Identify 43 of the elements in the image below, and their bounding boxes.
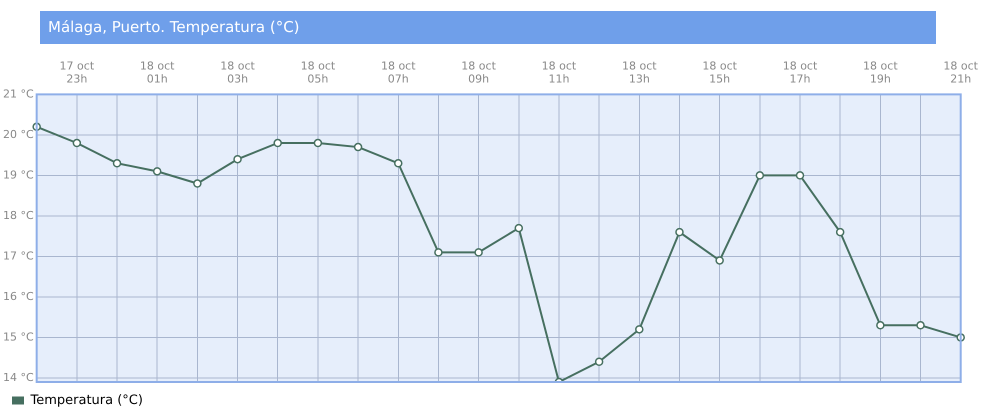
x-tick-label: 18 oct 11h	[542, 59, 577, 86]
y-tick-label: 14 °C	[2, 370, 34, 384]
x-tick-label: 18 oct 03h	[220, 59, 256, 86]
point	[635, 325, 644, 334]
x-tick-label: 18 oct 01h	[140, 59, 176, 86]
point	[514, 224, 524, 232]
point	[112, 159, 122, 168]
point	[273, 138, 282, 148]
point	[474, 248, 483, 257]
point	[836, 228, 844, 236]
x-tick-label: 18 oct 19h	[863, 59, 898, 86]
point	[354, 142, 362, 152]
x-tick-label: 17 oct 23h	[60, 59, 95, 86]
point	[314, 138, 322, 148]
point	[394, 159, 403, 168]
point	[756, 171, 764, 180]
y-tick-label: 16 °C	[2, 290, 34, 303]
x-tick-label: 18 oct 09h	[461, 59, 497, 86]
x-tick-label: 18 oct 17h	[782, 59, 818, 86]
x-tick-label: 18 oct 15h	[702, 59, 738, 86]
point	[152, 167, 162, 176]
chart-title: Málaga, Puerto. Temperatura (°C)	[40, 11, 936, 44]
point	[594, 357, 604, 366]
x-tick-label: 18 oct 07h	[380, 59, 416, 86]
y-tick-label: 20 °C	[2, 128, 34, 141]
point	[72, 138, 82, 148]
point	[796, 171, 804, 180]
y-tick-label: 15 °C	[2, 330, 34, 344]
x-tick-label: 18 oct 21h	[943, 59, 979, 86]
x-tick-label: 18 oct 05h	[300, 59, 336, 86]
point	[876, 321, 885, 330]
y-tick-label: 18 °C	[2, 208, 34, 222]
x-tick-label: 18 oct 13h	[622, 59, 658, 86]
point	[233, 154, 242, 164]
point	[916, 321, 925, 330]
y-tick-label: 17 °C	[2, 249, 34, 262]
y-tick-label: 21 °C	[2, 87, 34, 100]
point	[193, 179, 202, 188]
y-tick-label: 19 °C	[2, 168, 34, 182]
point	[675, 228, 684, 236]
legend-label: Temperatura (°C)	[30, 392, 143, 408]
point	[434, 248, 443, 257]
point	[715, 256, 724, 265]
